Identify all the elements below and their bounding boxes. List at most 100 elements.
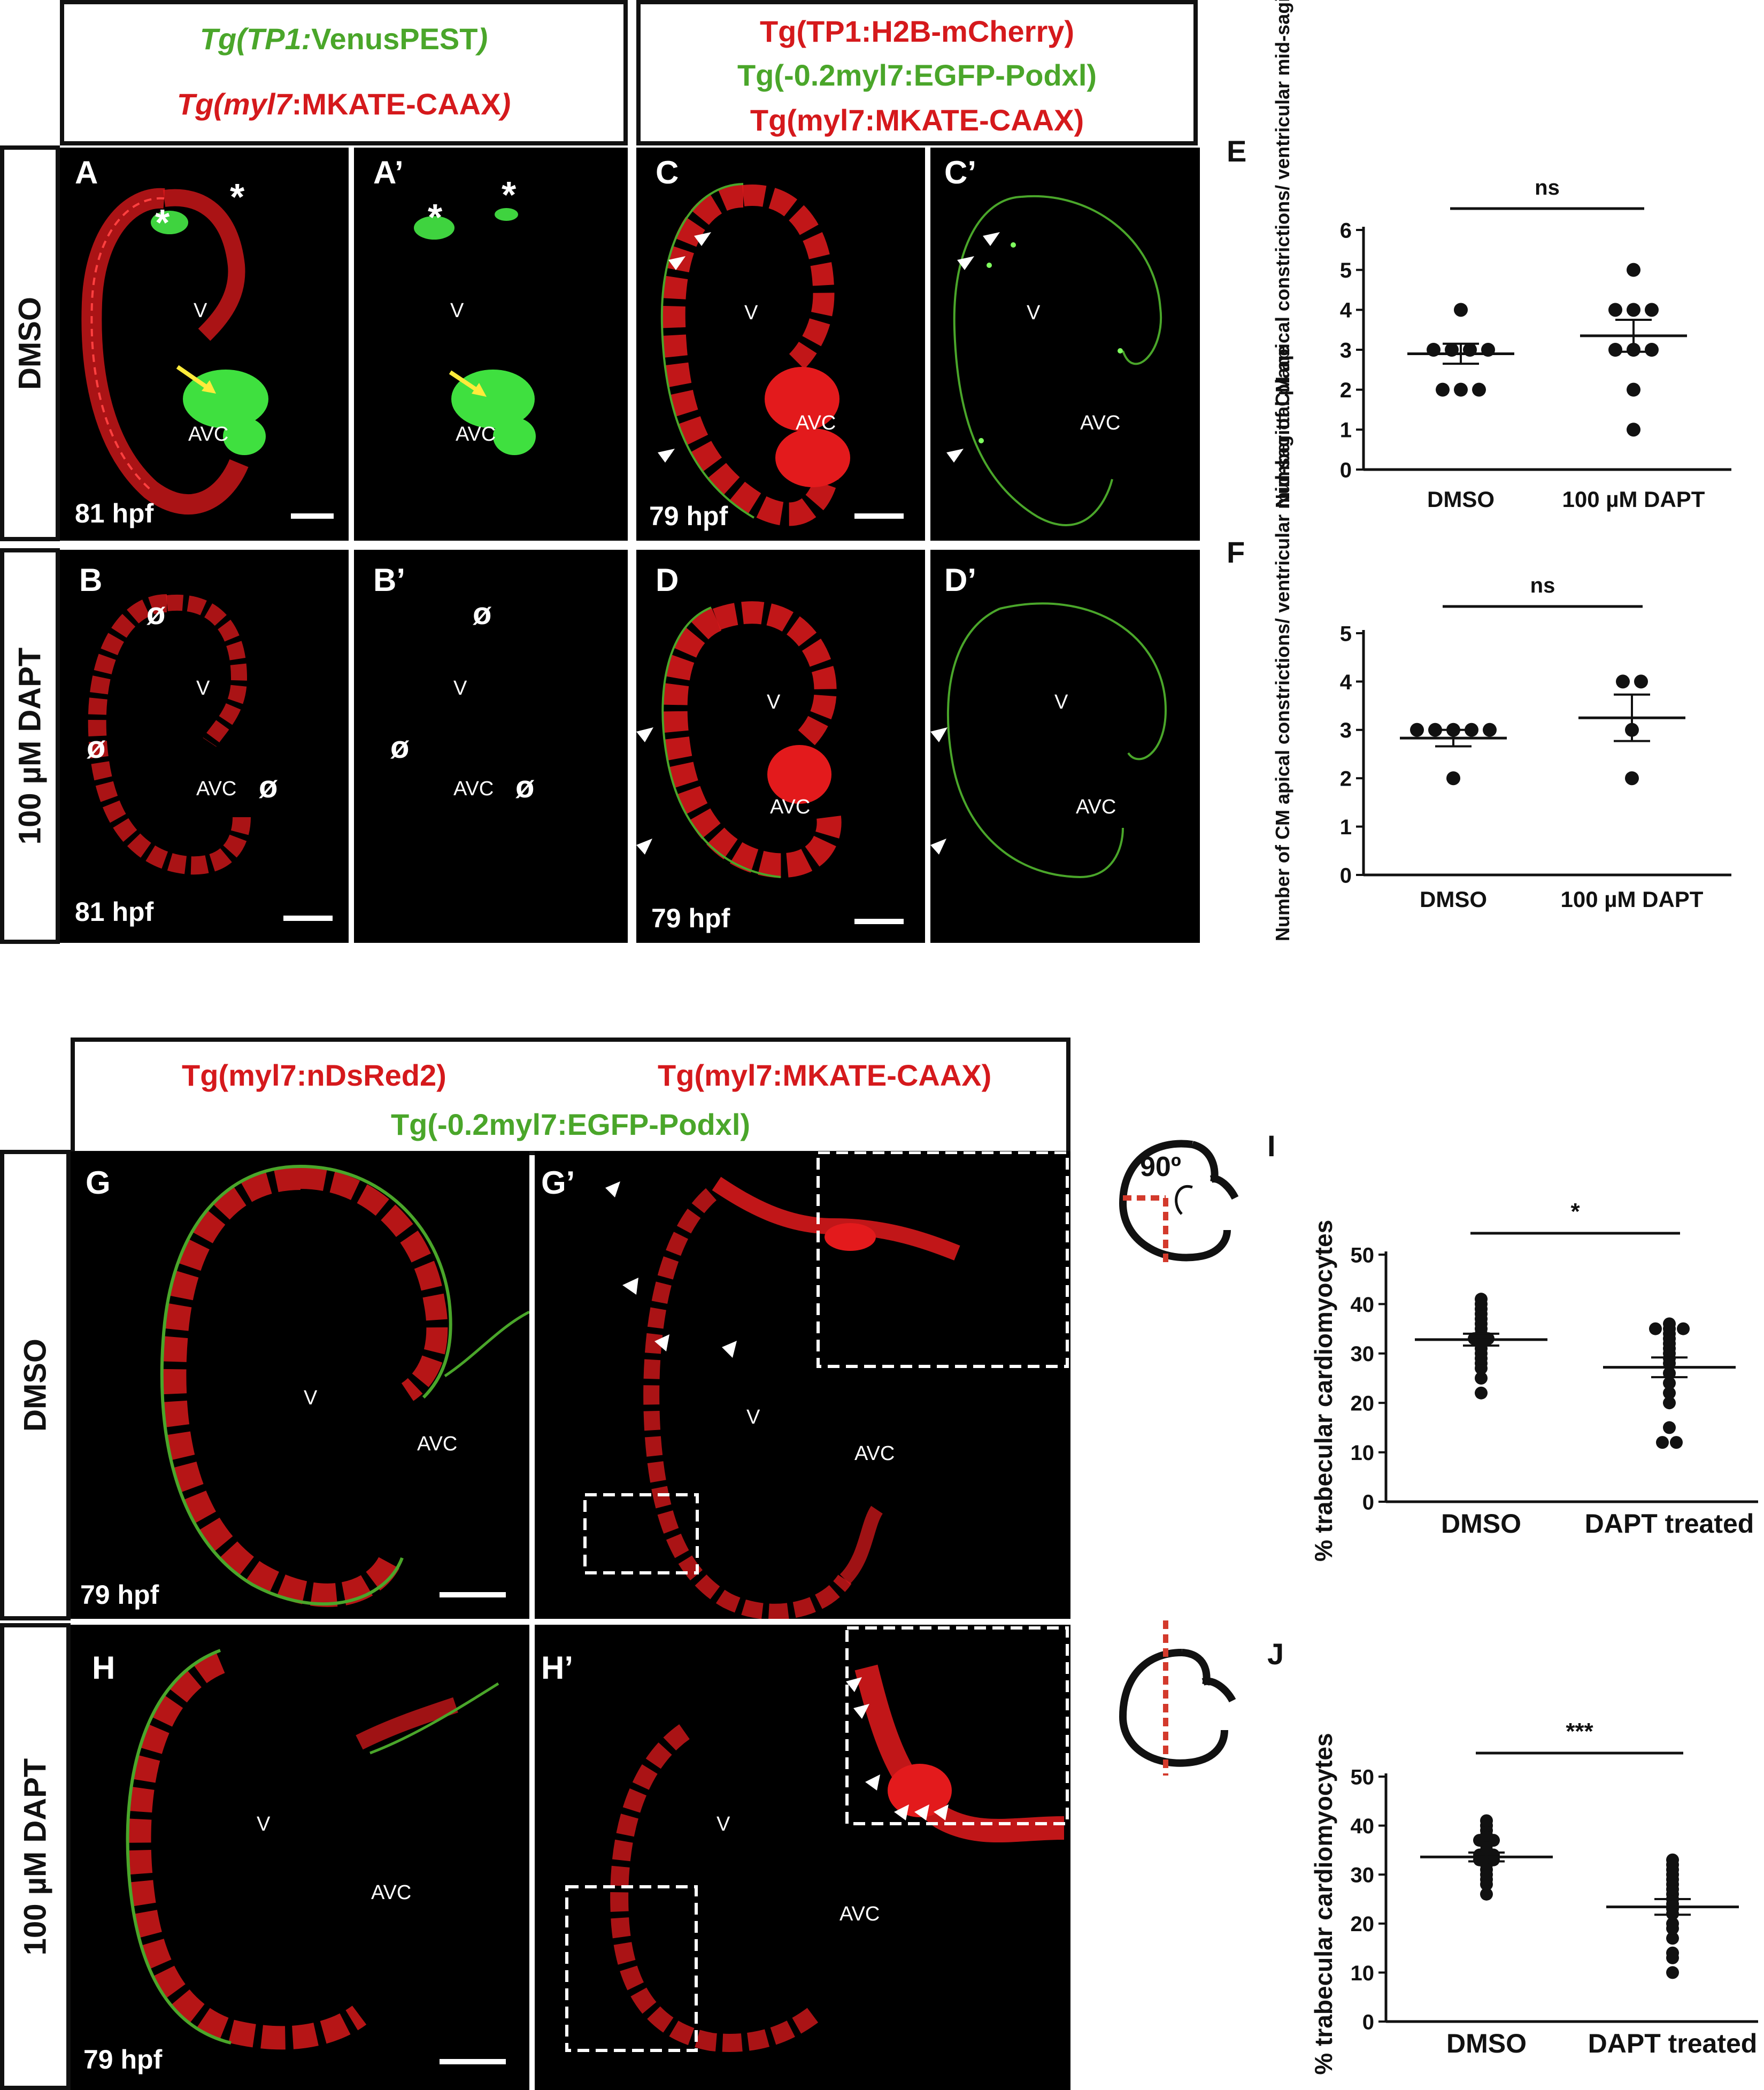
arrowheads (658, 232, 711, 463)
stage-label: 81 hpf (75, 498, 154, 528)
heart-image-g-prime (583, 1151, 1069, 1619)
arrowheads (636, 727, 653, 855)
label-avc: AVC (371, 1881, 412, 1904)
panel-tag-b: B (79, 562, 103, 598)
label-v: V (746, 1406, 760, 1428)
y-tick-label: 40 (1351, 1815, 1375, 1838)
micrograph-panel-d: D V AVC 79 hpf (636, 550, 925, 943)
micrograph-panel-h-prime: H’ V AVC (535, 1625, 1070, 2090)
stage-label: 81 hpf (75, 897, 154, 927)
label-avc: AVC (839, 1903, 880, 1925)
label-v: V (450, 299, 464, 322)
section-scheme-j (1112, 1615, 1251, 1776)
label-avc: AVC (196, 778, 237, 800)
scale-bar (854, 919, 904, 924)
data-point (1410, 723, 1424, 737)
data-point (1663, 1317, 1676, 1331)
data-point (1480, 1887, 1493, 1901)
data-point (1625, 771, 1639, 786)
heart-image-d-prime (946, 602, 1167, 879)
arrowheads (605, 1181, 737, 1358)
null-symbol-b3: ø (259, 770, 278, 804)
asterisk-a2: * (230, 176, 245, 218)
x-category-label: 100 µM DAPT (1562, 487, 1705, 512)
data-point (1666, 1966, 1679, 1979)
significance-label: ns (1530, 574, 1555, 597)
null-symbol-b2: ø (87, 730, 106, 765)
chart-e: E Number of CM apical constrictions/ ven… (1224, 0, 1764, 535)
heart-image-g (160, 1165, 529, 1607)
micrograph-panel-c-prime: C’ V AVC (930, 148, 1200, 541)
header-left-line1: Tg(TP1:VenusPEST) (199, 22, 488, 56)
label-avc: AVC (770, 796, 811, 818)
label-v: V (453, 677, 467, 700)
scale-bar (440, 2059, 506, 2064)
y-tick-label: 2 (1340, 379, 1352, 402)
y-tick-label: 50 (1351, 1765, 1375, 1789)
panel-tag-c: C (656, 155, 679, 190)
row-label-dmso-bottom: DMSO (0, 1150, 71, 1620)
data-point (1656, 1436, 1669, 1449)
data-point (1616, 674, 1630, 689)
chart-f: F Number of CM apical constrictions/ ven… (1224, 345, 1764, 947)
header-right-line2: Tg(-0.2myl7:EGFP-Podxl) (737, 58, 1097, 92)
asterisk-a1: * (155, 202, 170, 243)
label-v: V (1027, 302, 1041, 324)
header-bottom-line2: Tg(-0.2myl7:EGFP-Podxl) (390, 1108, 751, 1141)
significance-label: * (1570, 1198, 1580, 1225)
x-category-label: DAPT treated (1585, 1509, 1754, 1539)
data-point (1483, 723, 1497, 737)
panel-tag-f: F (1227, 535, 1245, 569)
micrograph-panel-c: C V AVC 79 hpf (636, 148, 925, 541)
scale-bar (291, 513, 334, 519)
x-category-label: DMSO (1420, 887, 1487, 912)
data-point (1666, 1917, 1679, 1930)
panel-tag-b-prime: B’ (373, 562, 405, 598)
heart-image-a-prime (414, 208, 536, 455)
y-tick-label: 6 (1340, 219, 1352, 242)
y-tick-label: 0 (1362, 1490, 1374, 1514)
y-tick-label: 10 (1351, 1962, 1375, 1985)
data-point (1627, 382, 1640, 397)
panel-tag-g-prime: G’ (541, 1165, 575, 1201)
chart-svg-i: 0 10 20 30 40 50 DMSO DAPT treated * (1351, 1198, 1758, 1539)
y-tick-label: 3 (1340, 339, 1352, 362)
significance-label: *** (1566, 1718, 1593, 1745)
x-category-label: DMSO (1441, 1509, 1521, 1539)
label-avc: AVC (453, 778, 494, 800)
heart-image-h (126, 1649, 499, 2050)
label-avc: AVC (854, 1442, 895, 1465)
asterisk-a-prime-1: * (428, 196, 443, 238)
scale-bar (283, 916, 333, 921)
panel-tag-i: I (1267, 1129, 1276, 1163)
y-tick-label: 0 (1340, 458, 1352, 482)
arrowheads (846, 1677, 949, 1820)
null-symbol-b-prime-1: ø (473, 596, 492, 631)
panel-tag-d: D (656, 562, 679, 598)
label-avc: AVC (188, 423, 229, 445)
header-box-right: Tg(TP1:H2B-mCherry) Tg(-0.2myl7:EGFP-Pod… (636, 0, 1198, 145)
data-point (1627, 303, 1640, 317)
micrograph-panel-h: H V AVC 79 hpf (71, 1625, 529, 2090)
label-avc: AVC (417, 1433, 458, 1455)
micrograph-panel-d-prime: D’ V AVC (930, 550, 1200, 943)
row-label-dapt-top: 100 µM DAPT (0, 548, 60, 944)
micrograph-panel-b: B ø ø ø V AVC 81 hpf (60, 550, 349, 943)
data-point (1454, 303, 1468, 317)
arrowheads (946, 232, 1000, 463)
x-category-label: 100 µM DAPT (1561, 887, 1704, 912)
angle-label: 90º (1140, 1151, 1181, 1182)
micrograph-panel-g: G V AVC 79 hpf (71, 1151, 529, 1619)
label-avc: AVC (456, 423, 496, 445)
micrograph-panel-b-prime: B’ ø ø ø V AVC (354, 550, 628, 943)
header-right-line3: Tg(myl7:MKATE-CAAX) (750, 103, 1084, 137)
section-scheme-i: 90º (1112, 1128, 1251, 1273)
y-tick-label: 5 (1340, 622, 1352, 646)
y-tick-label: 20 (1351, 1912, 1375, 1936)
x-category-label: DAPT treated (1588, 2028, 1758, 2058)
heart-image-b (88, 594, 251, 875)
stage-label: 79 hpf (83, 2045, 163, 2074)
panel-tag-e: E (1227, 134, 1247, 168)
micrograph-panel-a-prime: A’ * * V AVC (354, 148, 628, 541)
data-point (1666, 1853, 1679, 1866)
